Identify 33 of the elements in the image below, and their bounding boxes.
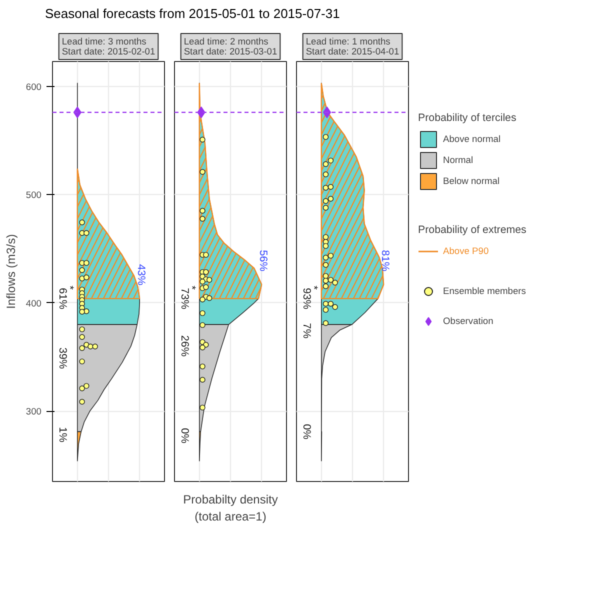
text: Above P90 — [443, 246, 489, 256]
text: 26% — [178, 334, 190, 357]
chart-subtitle: Lead time: 2 months Start date: 2015-03-01 — [184, 36, 278, 56]
y-tick-label: 500 — [26, 190, 42, 200]
text: 1% — [56, 426, 68, 442]
legend-label: Observation — [443, 316, 494, 326]
text: 7% — [300, 322, 312, 339]
y-axis-title: Inflows (m3/s) — [4, 234, 18, 308]
text: Probability of terciles — [418, 112, 516, 124]
chart-subtitle: Lead time: 3 months Start date: 2015-02-01 — [62, 36, 156, 56]
text: Seasonal forecasts from 2015-05-01 to 2015-07-31 — [45, 5, 340, 23]
chart-subtitle: Lead time: 1 months Start date: 2015-04-01 — [306, 36, 400, 56]
text: * — [185, 285, 198, 290]
legend-label: Normal — [443, 155, 474, 166]
text: 0% — [300, 424, 312, 440]
text: 61% — [56, 287, 68, 310]
annotation: 81% — [378, 250, 391, 272]
y-tick-label: 600 — [26, 81, 42, 92]
y-tick-label: 400 — [26, 298, 42, 308]
text: 39% — [56, 347, 68, 369]
legend-label: Above normal — [443, 134, 501, 144]
annotation: 43% — [134, 264, 147, 286]
text: 73% — [178, 287, 190, 310]
text: 0% — [178, 428, 190, 444]
legend-label: Below normal — [443, 176, 500, 186]
text: * — [307, 285, 320, 290]
legend-label: Ensemble members — [443, 286, 526, 296]
annotation: 56% — [256, 250, 269, 272]
y-tick-label: 300 — [26, 406, 42, 416]
x-axis-title: Probabilty density (total area=1) — [183, 492, 278, 523]
text: Probability of extremes — [418, 224, 526, 236]
text: * — [63, 285, 76, 290]
text: 93% — [300, 287, 312, 310]
